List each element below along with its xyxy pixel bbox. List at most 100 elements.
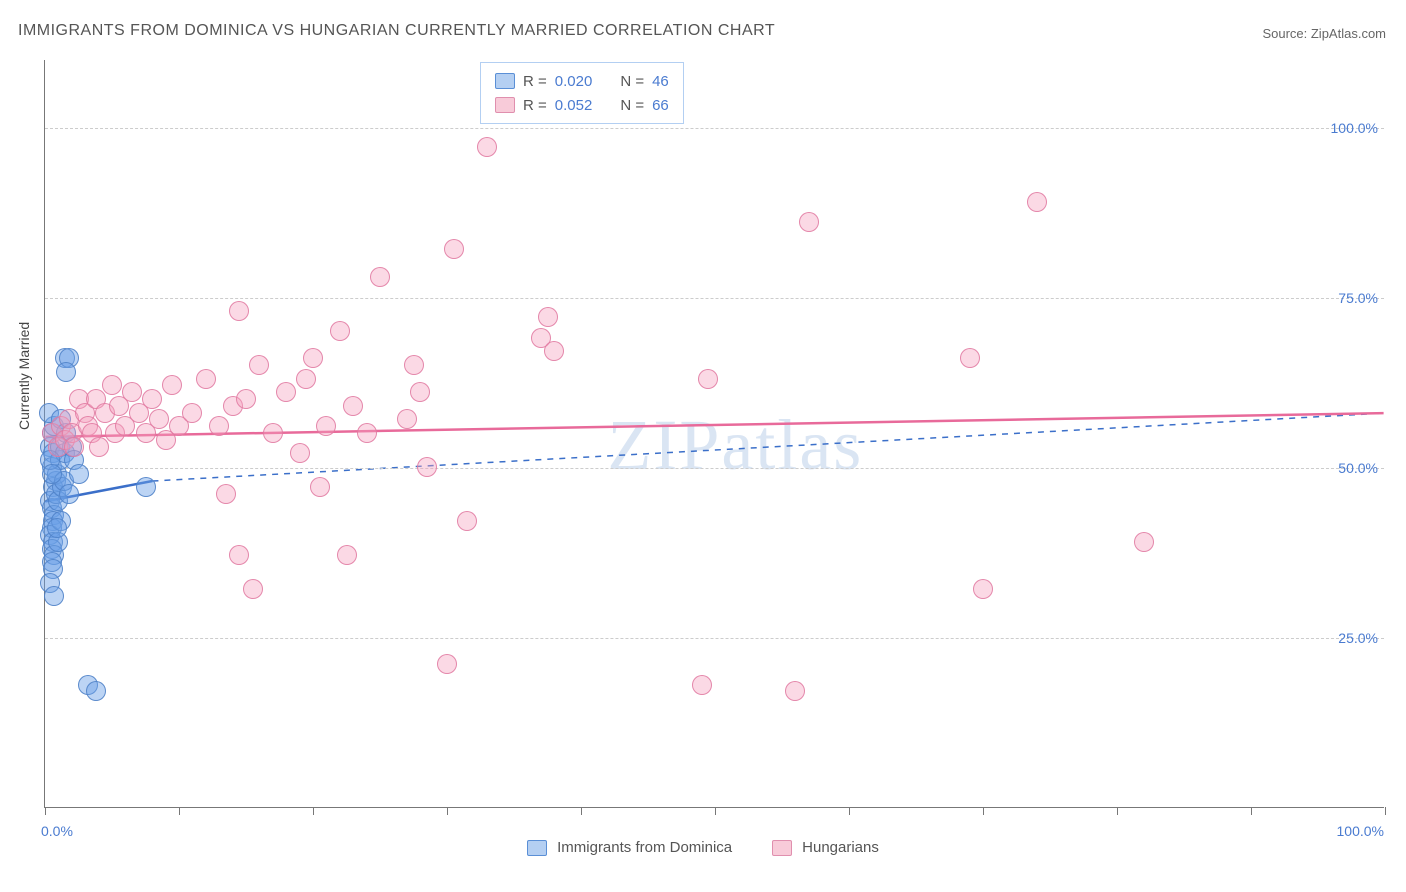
trend-lines-svg xyxy=(45,60,1384,807)
scatter-point xyxy=(310,477,330,497)
legend-swatch xyxy=(495,73,515,89)
legend-swatch xyxy=(495,97,515,113)
scatter-point xyxy=(330,321,350,341)
scatter-point xyxy=(417,457,437,477)
correlation-legend: R = 0.020 N = 46 R = 0.052 N = 66 xyxy=(480,62,684,124)
legend-swatch xyxy=(772,840,792,856)
grid-line xyxy=(45,128,1384,129)
source-attribution: Source: ZipAtlas.com xyxy=(1262,26,1386,41)
scatter-point xyxy=(69,464,89,484)
legend-r-value: 0.020 xyxy=(555,73,593,90)
scatter-point xyxy=(973,579,993,599)
x-tick xyxy=(447,807,448,815)
scatter-point xyxy=(149,409,169,429)
scatter-point xyxy=(538,307,558,327)
scatter-point xyxy=(303,348,323,368)
y-tick-label: 25.0% xyxy=(1338,630,1378,646)
x-tick xyxy=(1117,807,1118,815)
scatter-point xyxy=(64,437,84,457)
scatter-point xyxy=(229,545,249,565)
scatter-point xyxy=(216,484,236,504)
scatter-point xyxy=(263,423,283,443)
x-tick xyxy=(1385,807,1386,815)
scatter-point xyxy=(410,382,430,402)
legend-n-value: 46 xyxy=(652,73,669,90)
scatter-point xyxy=(236,389,256,409)
series-legend-label: Immigrants from Dominica xyxy=(557,839,732,856)
scatter-point xyxy=(142,389,162,409)
x-tick xyxy=(313,807,314,815)
trend-line-dashed xyxy=(152,413,1383,481)
scatter-point xyxy=(296,369,316,389)
scatter-point xyxy=(357,423,377,443)
scatter-point xyxy=(1027,192,1047,212)
scatter-point xyxy=(136,477,156,497)
x-tick xyxy=(715,807,716,815)
legend-n-label: N = xyxy=(620,97,644,114)
scatter-point xyxy=(196,369,216,389)
scatter-point xyxy=(692,675,712,695)
scatter-point xyxy=(182,403,202,423)
x-axis-min-label: 0.0% xyxy=(41,823,73,839)
scatter-point xyxy=(122,382,142,402)
scatter-point xyxy=(44,586,64,606)
x-tick xyxy=(849,807,850,815)
y-tick-label: 75.0% xyxy=(1338,290,1378,306)
scatter-point xyxy=(290,443,310,463)
series-legend-label: Hungarians xyxy=(802,839,879,856)
scatter-point xyxy=(59,484,79,504)
grid-line xyxy=(45,298,1384,299)
scatter-point xyxy=(42,464,62,484)
x-tick xyxy=(179,807,180,815)
legend-n-label: N = xyxy=(620,73,644,90)
legend-r-label: R = xyxy=(523,97,547,114)
x-tick xyxy=(581,807,582,815)
x-tick xyxy=(45,807,46,815)
scatter-point xyxy=(229,301,249,321)
scatter-point xyxy=(370,267,390,287)
grid-line xyxy=(45,638,1384,639)
chart-title: IMMIGRANTS FROM DOMINICA VS HUNGARIAN CU… xyxy=(18,22,775,40)
series-legend-item: Hungarians xyxy=(772,839,879,856)
scatter-point xyxy=(86,681,106,701)
series-legend-item: Immigrants from Dominica xyxy=(527,839,732,856)
scatter-point xyxy=(960,348,980,368)
scatter-point xyxy=(249,355,269,375)
y-tick-label: 100.0% xyxy=(1331,120,1378,136)
plot-area: ZIPatlas 0.0% 100.0% 25.0%50.0%75.0%100.… xyxy=(44,60,1384,808)
legend-swatch xyxy=(527,840,547,856)
legend-row: R = 0.020 N = 46 xyxy=(495,69,669,93)
grid-line xyxy=(45,468,1384,469)
scatter-point xyxy=(437,654,457,674)
scatter-point xyxy=(457,511,477,531)
scatter-point xyxy=(316,416,336,436)
scatter-point xyxy=(404,355,424,375)
legend-n-value: 66 xyxy=(652,97,669,114)
legend-r-value: 0.052 xyxy=(555,97,593,114)
scatter-point xyxy=(477,137,497,157)
x-axis-max-label: 100.0% xyxy=(1337,823,1384,839)
watermark-text: ZIPatlas xyxy=(607,404,863,487)
scatter-point xyxy=(785,681,805,701)
scatter-point xyxy=(337,545,357,565)
scatter-point xyxy=(102,375,122,395)
scatter-point xyxy=(444,239,464,259)
y-tick-label: 50.0% xyxy=(1338,460,1378,476)
scatter-point xyxy=(397,409,417,429)
series-legend: Immigrants from Dominica Hungarians xyxy=(0,839,1406,856)
x-tick xyxy=(983,807,984,815)
legend-row: R = 0.052 N = 66 xyxy=(495,93,669,117)
scatter-point xyxy=(799,212,819,232)
scatter-point xyxy=(276,382,296,402)
scatter-point xyxy=(1134,532,1154,552)
trend-line xyxy=(45,413,1383,437)
legend-r-label: R = xyxy=(523,73,547,90)
scatter-point xyxy=(89,437,109,457)
scatter-point xyxy=(162,375,182,395)
y-axis-label: Currently Married xyxy=(16,322,32,430)
scatter-point xyxy=(544,341,564,361)
scatter-point xyxy=(343,396,363,416)
scatter-point xyxy=(209,416,229,436)
scatter-point xyxy=(698,369,718,389)
scatter-point xyxy=(56,362,76,382)
